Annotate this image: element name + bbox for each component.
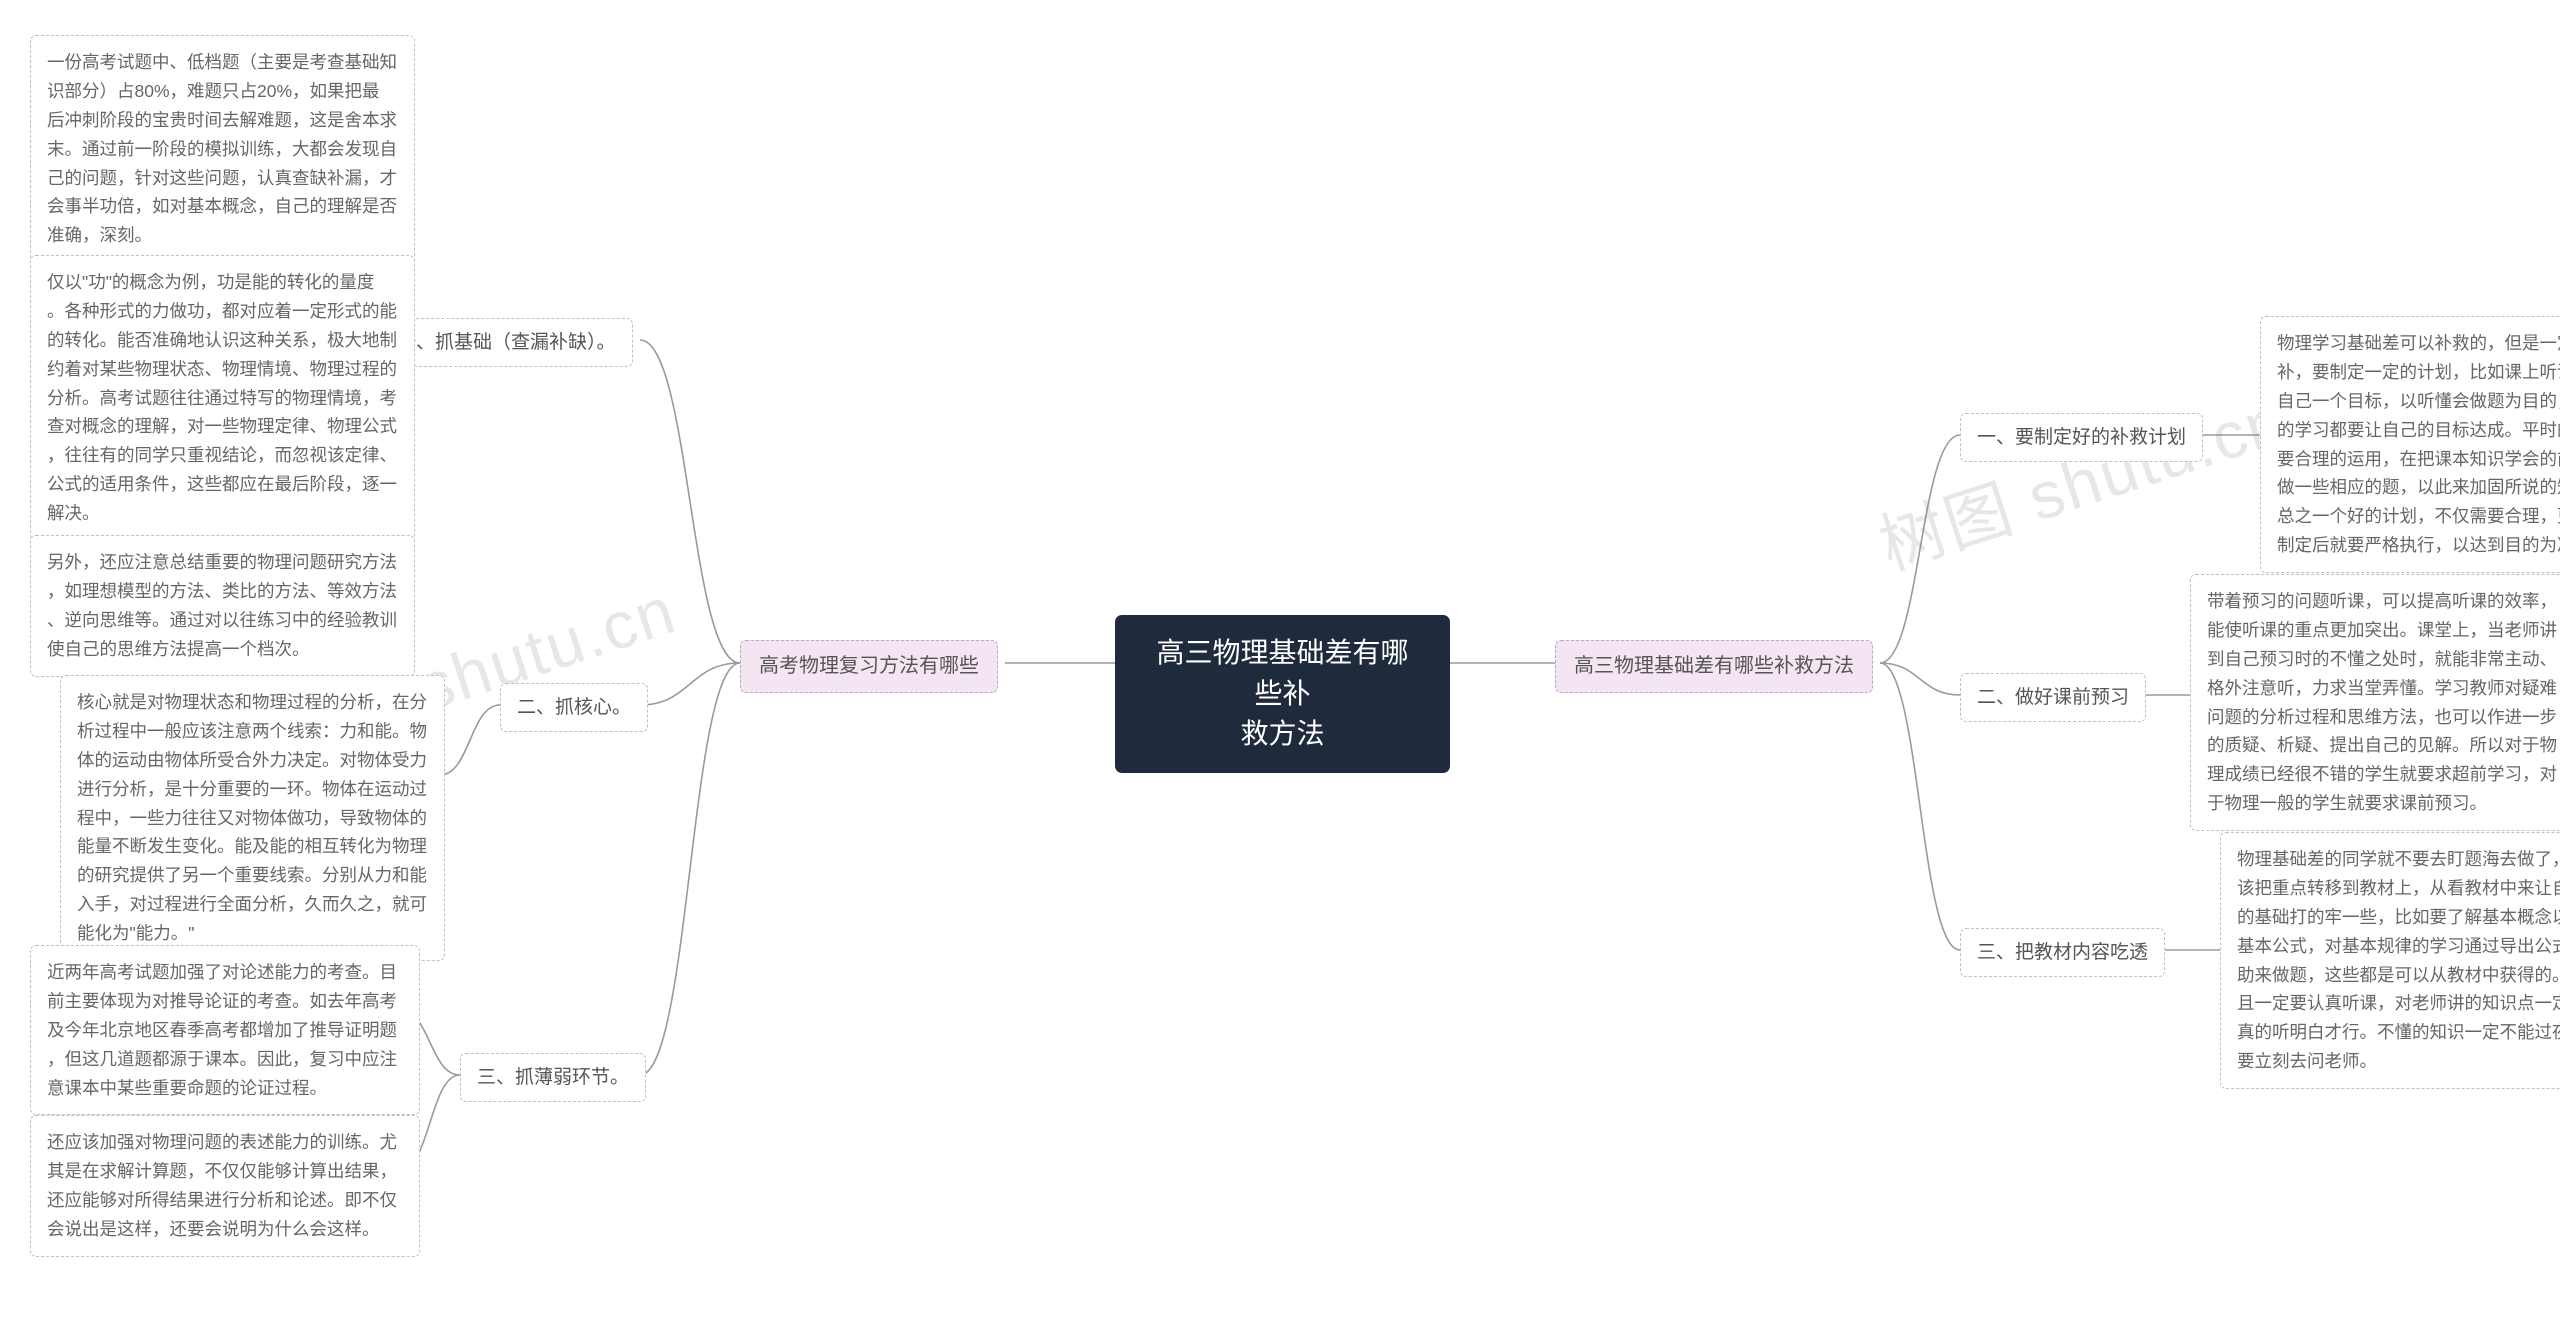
left-branch[interactable]: 高考物理复习方法有哪些 [740,640,998,693]
right-leaf-3-1: 物理基础差的同学就不要去盯题海去做了，应该把重点转移到教材上，从看教材中来让自己… [2220,832,2560,1089]
right-sub-3[interactable]: 三、把教材内容吃透 [1960,928,2165,977]
right-branch[interactable]: 高三物理基础差有哪些补救方法 [1555,640,1873,693]
left-leaf-1-2: 仅以"功"的概念为例，功是能的转化的量度。各种形式的力做功，都对应着一定形式的能… [30,255,415,541]
left-sub-3[interactable]: 三、抓薄弱环节。 [460,1053,646,1102]
right-sub-2[interactable]: 二、做好课前预习 [1960,673,2146,722]
left-leaf-1-1: 一份高考试题中、低档题（主要是考查基础知识部分）占80%，难题只占20%，如果把… [30,35,415,263]
right-leaf-2-1: 带着预习的问题听课，可以提高听课的效率，能使听课的重点更加突出。课堂上，当老师讲… [2190,574,2560,831]
left-leaf-3-2: 还应该加强对物理问题的表述能力的训练。尤其是在求解计算题，不仅仅能够计算出结果，… [30,1115,420,1257]
left-sub-1[interactable]: 一、抓基础（查漏补缺）。 [380,318,633,367]
watermark: 树图 shutu.cn [1865,367,2296,589]
right-sub-1[interactable]: 一、要制定好的补救计划 [1960,413,2203,462]
left-leaf-1-3: 另外，还应注意总结重要的物理问题研究方法，如理想模型的方法、类比的方法、等效方法… [30,535,415,677]
center-node[interactable]: 高三物理基础差有哪些补救方法 [1115,615,1450,773]
left-leaf-3-1: 近两年高考试题加强了对论述能力的考查。目前主要体现为对推导论证的考查。如去年高考… [30,945,420,1115]
mindmap-canvas: 树图 shutu.cn 树图 shutu.cn 高三物理基础差有哪些补救方法 高… [0,0,2560,1326]
left-sub-2[interactable]: 二、抓核心。 [500,683,648,732]
left-leaf-2-1: 核心就是对物理状态和物理过程的分析，在分析过程中一般应该注意两个线索：力和能。物… [60,675,445,961]
right-leaf-1-1: 物理学习基础差可以补救的，但是一定不能乱补，要制定一定的计划，比如课上听课也要给… [2260,316,2560,573]
